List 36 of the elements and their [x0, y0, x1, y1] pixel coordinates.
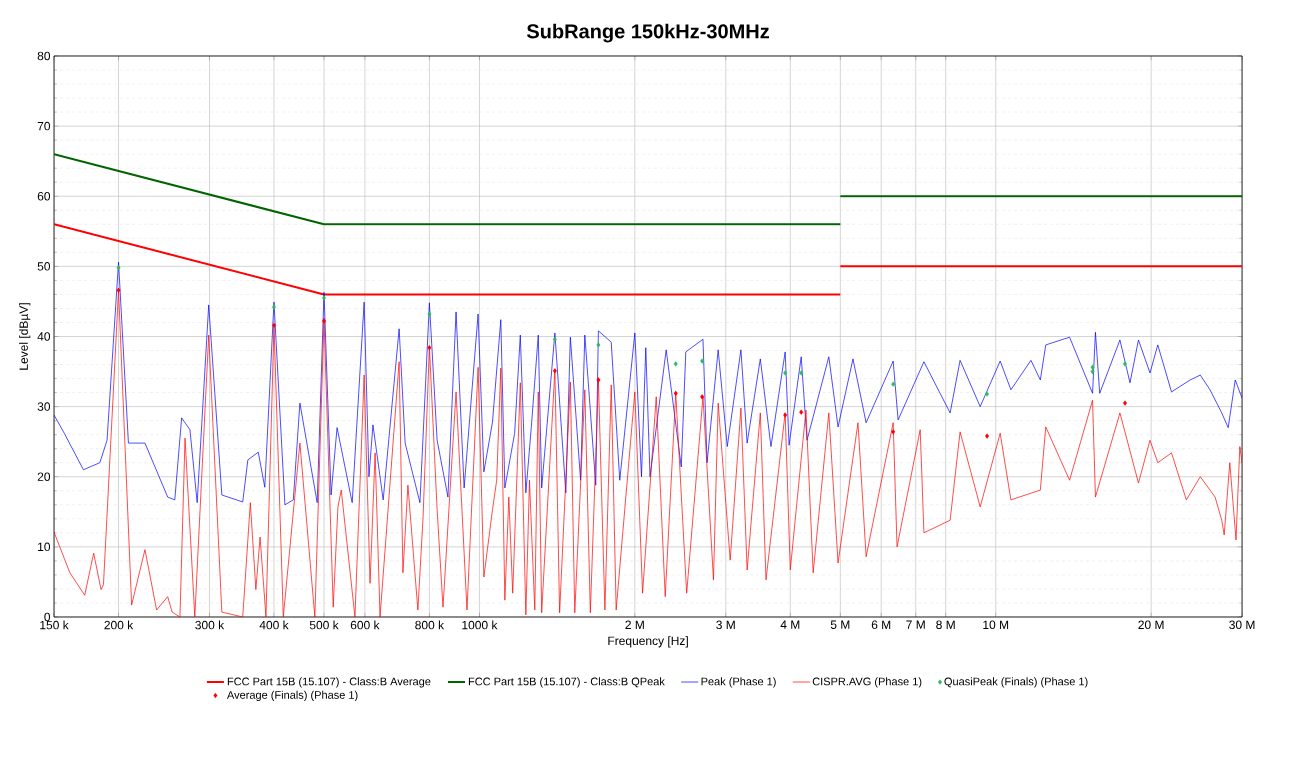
x-tick-label: 5 M: [830, 620, 850, 629]
x-tick-label: 150 k: [40, 620, 69, 630]
x-tick-label: 20 M: [1138, 620, 1164, 630]
x-axis-title: Frequency [Hz]: [608, 636, 688, 648]
x-tick-label: 400 k: [259, 620, 289, 630]
y-axis-title: Level [dBµV]: [19, 303, 31, 370]
x-tick-label: 10 M: [983, 620, 1009, 630]
x-tick-label: 200 k: [104, 620, 134, 630]
legend-label: CISPR.AVG (Phase 1): [812, 677, 922, 688]
x-tick-label: 500 k: [309, 620, 339, 630]
legend-label: QuasiPeak (Finals) (Phase 1): [944, 677, 1088, 688]
y-tick-label: 0: [44, 612, 51, 622]
legend-label: Average (Finals) (Phase 1): [226, 690, 358, 701]
y-tick-label: 80: [37, 51, 51, 61]
x-tick-label: 1000 k: [462, 620, 498, 630]
y-tick-label: 70: [37, 121, 51, 131]
legend-label: FCC Part 15B (15.107) - Class:B QPeak: [468, 677, 665, 688]
y-tick-label: 30: [37, 402, 51, 411]
x-tick-label: 600 k: [350, 620, 380, 630]
y-tick-label: 20: [37, 472, 51, 481]
x-tick-label: 2 M: [625, 620, 644, 629]
x-tick-label: 30 M: [1229, 620, 1255, 630]
x-tick-label: 7 M: [906, 620, 925, 629]
x-tick-label: 6 M: [871, 620, 891, 630]
y-tick-label: 50: [37, 262, 51, 271]
x-tick-label: 800 k: [415, 620, 445, 630]
y-tick-label: 10: [38, 542, 51, 552]
y-tick-label: 40: [37, 332, 51, 341]
y-tick-label: 60: [37, 192, 51, 201]
x-tick-label: 3 M: [716, 620, 735, 630]
chart-title: SubRange 150kHz-30MHz: [526, 23, 769, 43]
x-tick-label: 8 M: [936, 620, 955, 630]
legend-label: FCC Part 15B (15.107) - Class:B Average: [227, 677, 431, 688]
x-tick-label: 300 k: [195, 620, 225, 630]
x-tick-label: 4 M: [780, 620, 800, 629]
legend-label: Peak (Phase 1): [701, 677, 776, 688]
